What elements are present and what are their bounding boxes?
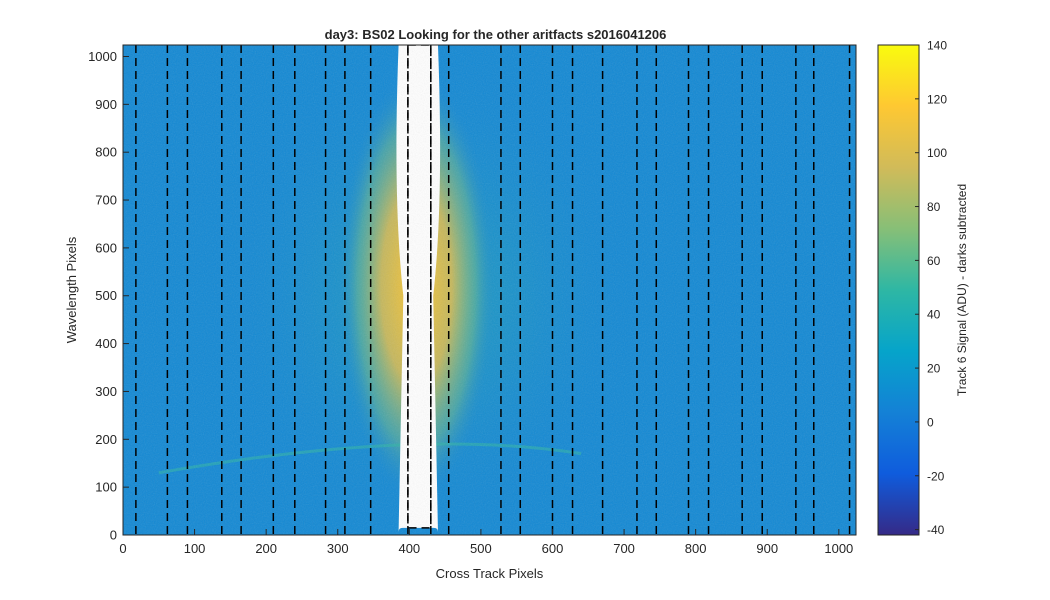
colorbar-tick-label: 80 <box>927 200 941 214</box>
colorbar-tick-label: -40 <box>927 523 945 537</box>
y-axis-label: Wavelength Pixels <box>64 236 79 343</box>
colorbar-tick-label: -20 <box>927 469 945 483</box>
y-tick-label: 300 <box>95 384 117 399</box>
y-tick-label: 1000 <box>88 49 117 64</box>
x-tick-label: 900 <box>756 541 778 556</box>
x-tick-label: 0 <box>119 541 126 556</box>
x-tick-label: 100 <box>184 541 206 556</box>
colorbar: -40 -20 0 20 40 60 80 100 120 140 Track 6 Signal … <box>877 39 969 537</box>
y-tick-label: 600 <box>95 240 117 255</box>
colorbar-label: Track 6 Signal (ADU) - darks subtracted <box>955 184 969 396</box>
y-tick-label: 400 <box>95 336 117 351</box>
x-axis-label: Cross Track Pixels <box>436 566 544 581</box>
y-tick-label: 200 <box>95 432 117 447</box>
axes-frame <box>122 44 857 536</box>
colorbar-tick-label: 120 <box>927 92 947 106</box>
x-tick-label: 200 <box>255 541 277 556</box>
colorbar-tick-label: 100 <box>927 146 947 160</box>
colorbar-tick-label: 0 <box>927 415 934 429</box>
colorbar-tick-label: 40 <box>927 308 941 322</box>
y-tick-label: 700 <box>95 193 117 208</box>
dashed-box <box>407 45 432 529</box>
x-tick-label: 800 <box>685 541 707 556</box>
chart-title: day3: BS02 Looking for the other aritfac… <box>325 27 667 42</box>
y-axis: 0 100 200 300 400 500 600 700 800 900 1000 <box>88 49 129 543</box>
x-tick-label: 300 <box>327 541 349 556</box>
x-tick-label: 500 <box>470 541 492 556</box>
y-tick-label: 900 <box>95 97 117 112</box>
y-tick-label: 0 <box>110 528 117 543</box>
x-tick-label: 700 <box>613 541 635 556</box>
y-tick-label: 100 <box>95 480 117 495</box>
colorbar-ticks: -40 -20 0 20 40 60 80 100 120 140 <box>915 39 947 537</box>
x-tick-label: 1000 <box>824 541 853 556</box>
y-tick-label: 500 <box>95 288 117 303</box>
plot-area <box>123 45 856 535</box>
x-axis: 0 100 200 300 400 500 600 700 800 900 1000 <box>119 529 853 556</box>
colorbar-tick-label: 60 <box>927 254 941 268</box>
heatmap-noise <box>123 45 856 535</box>
x-tick-label: 400 <box>398 541 420 556</box>
colorbar-gradient <box>877 44 920 536</box>
dashed-lines <box>135 45 851 535</box>
y-tick-label: 800 <box>95 145 117 160</box>
colorbar-tick-label: 140 <box>927 39 947 53</box>
colorbar-tick-label: 20 <box>927 362 941 376</box>
x-tick-label: 600 <box>542 541 564 556</box>
